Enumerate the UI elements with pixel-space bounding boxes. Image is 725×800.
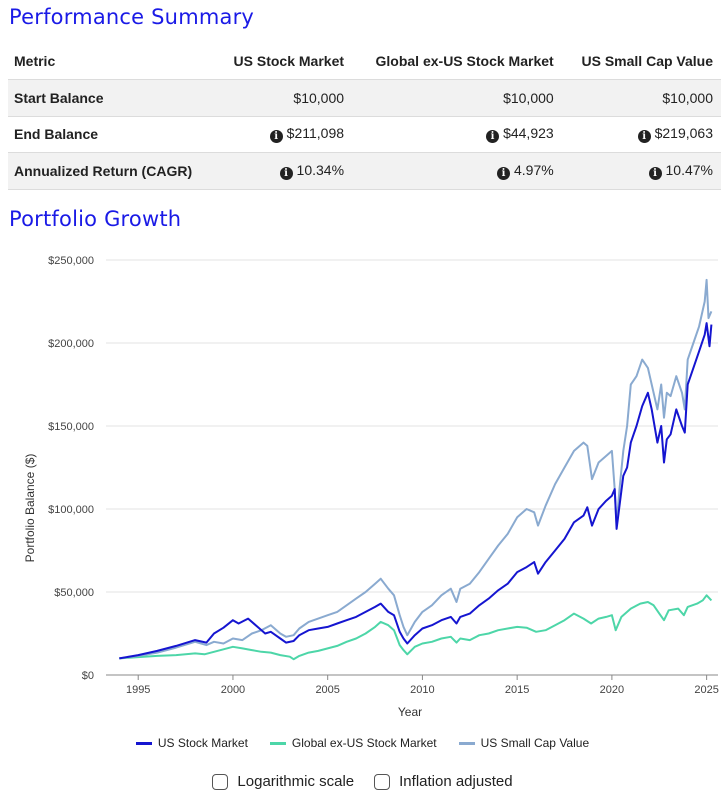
info-icon[interactable]: i (269, 130, 283, 144)
series-line-global-ex-us-stock-market (119, 594, 713, 661)
x-tick-label: 2010 (410, 684, 434, 696)
table-row-end-balance: End Balance i $211,098 i $44,923 i $219,063 (8, 115, 721, 153)
table-cell: $10,000 (215, 79, 353, 116)
cell-value: $219,063 (654, 125, 713, 142)
portfolio-growth-chart: $0 $50,000 $100,000 $150,000 $200,000 $250,00… (23, 255, 719, 719)
performance-summary-table: Metric US Stock Market Global ex-US Stoc… (8, 43, 721, 190)
legend-item-us-small-cap-value[interactable]: US Small Cap Value (458, 736, 590, 750)
row-label: End Balance (8, 115, 216, 153)
x-tick-label: 2000 (221, 684, 245, 696)
legend-item-global-ex-us[interactable]: Global ex-US Stock Market (269, 736, 437, 750)
y-tick-label: $50,000 (54, 587, 94, 599)
row-label: Start Balance (8, 79, 216, 116)
x-tick-label: 2025 (694, 684, 718, 696)
legend-label: US Small Cap Value (480, 736, 590, 750)
legend-swatch (135, 741, 152, 745)
info-icon[interactable]: i (279, 166, 293, 180)
table-cell: $10,000 (352, 79, 562, 116)
cell-value: 10.34% (296, 161, 345, 178)
inflation-adjusted-option[interactable]: Inflation adjusted (374, 773, 513, 790)
table-row-start-balance: Start Balance $10,000 $10,000 $10,000 (8, 79, 721, 116)
table-cell: $10,000 (561, 79, 721, 116)
x-tick-label: 2015 (505, 684, 529, 696)
portfolio-growth-title: Portfolio Growth (9, 207, 182, 231)
series-line-us-stock-market (119, 322, 713, 660)
table-header-row: Metric US Stock Market Global ex-US Stoc… (8, 43, 721, 80)
axes: $0 $50,000 $100,000 $150,000 $200,000 $250,00… (48, 255, 719, 696)
cell-value: $44,923 (503, 125, 554, 142)
column-header-us-stock-market: US Stock Market (233, 53, 345, 69)
gridlines (106, 259, 718, 676)
table-row-cagr: Annualized Return (CAGR) i 10.34% i 4.97% … (8, 152, 721, 190)
x-tick-label: 2020 (600, 684, 624, 696)
y-tick-label: $200,000 (48, 338, 94, 350)
legend-swatch (269, 741, 286, 745)
cell-value: 10.47% (665, 161, 713, 178)
legend-item-us-stock-market[interactable]: US Stock Market (135, 736, 248, 750)
row-label: Annualized Return (CAGR) (8, 152, 216, 190)
legend-label: US Stock Market (157, 736, 248, 750)
column-header-global-ex-us: Global ex-US Stock Market (375, 53, 554, 69)
series-lines (119, 278, 713, 661)
x-axis-label: Year (398, 705, 422, 719)
cell-value: 4.97% (513, 161, 554, 178)
inflation-adjusted-checkbox[interactable] (374, 773, 391, 790)
option-label: Logarithmic scale (237, 773, 355, 790)
cell-value: $211,098 (286, 125, 345, 142)
series-line-us-small-cap-value (119, 278, 713, 660)
chart-options: Logarithmic scale Inflation adjusted (0, 773, 725, 790)
y-tick-label: $250,000 (48, 255, 94, 267)
logarithmic-scale-checkbox[interactable] (212, 773, 229, 790)
logarithmic-scale-option[interactable]: Logarithmic scale (212, 773, 354, 790)
info-icon[interactable]: i (637, 130, 651, 144)
legend-label: Global ex-US Stock Market (291, 736, 437, 750)
y-axis-label: Portfolio Balance ($) (23, 454, 37, 563)
y-tick-label: $0 (82, 670, 94, 682)
x-tick-label: 1995 (126, 684, 150, 696)
legend-swatch (458, 741, 475, 745)
info-icon[interactable]: i (496, 166, 510, 180)
table-cell: i 10.47% (561, 152, 721, 190)
y-tick-label: $150,000 (48, 421, 94, 433)
column-header-metric: Metric (14, 53, 56, 69)
y-tick-label: $100,000 (48, 504, 94, 516)
table-cell: i $219,063 (561, 115, 721, 153)
table-cell: i $44,923 (352, 115, 562, 153)
table-cell: i 4.97% (352, 152, 562, 190)
table-cell: i $211,098 (215, 115, 353, 153)
column-header-us-small-cap-value: US Small Cap Value (581, 53, 714, 69)
performance-summary-title: Performance Summary (9, 5, 255, 29)
option-label: Inflation adjusted (399, 773, 513, 790)
info-icon[interactable]: i (486, 130, 500, 144)
table-cell: i 10.34% (215, 152, 353, 190)
info-icon[interactable]: i (648, 166, 662, 180)
chart-legend: US Stock Market Global ex-US Stock Marke… (0, 736, 725, 750)
x-tick-label: 2005 (315, 684, 339, 696)
